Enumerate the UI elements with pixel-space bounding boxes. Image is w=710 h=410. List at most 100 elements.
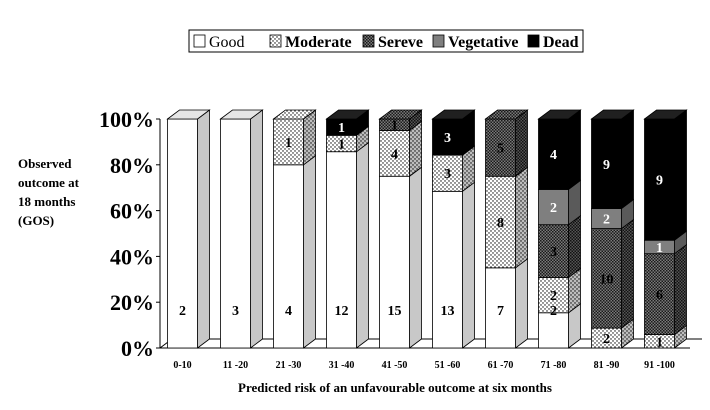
axes: 0% 20% 40% 60% 80% 100%: [99, 107, 702, 361]
bar-segment-label: 4: [550, 148, 557, 163]
bar-segment-label: 2: [550, 289, 557, 304]
bar-segment-side: [250, 109, 263, 349]
legend-swatch: [362, 34, 375, 48]
legend: Good Moderate Sereve Vegetative Dead: [188, 29, 584, 53]
bar-segment-side: [409, 120, 422, 178]
bar-segment: [432, 154, 463, 192]
y-tick-label: 40%: [110, 244, 154, 269]
bar-segment: [379, 130, 410, 177]
x-tick-label: 21 -30: [276, 360, 302, 371]
x-tick-label: 0-10: [173, 360, 191, 371]
bar-segment: [538, 277, 569, 314]
x-tick-label: 41 -50: [382, 360, 408, 371]
y-axis-label: Observed outcome at 18 months (GOS): [18, 156, 80, 228]
x-tick-label: 81 -90: [594, 360, 620, 371]
bar-top-face: [431, 109, 476, 120]
y-axis-label-line: 18 months: [18, 194, 75, 209]
x-tick-label: 91 -100: [644, 360, 675, 371]
bar-segment-label: 3: [550, 245, 557, 260]
bar-segment-side: [462, 181, 475, 349]
bar-top-face: [643, 109, 688, 120]
bar-segment-label: 1: [656, 241, 663, 256]
bar-segment-label: 15: [388, 304, 402, 319]
bar-segment: [432, 118, 463, 156]
bar-segment-label: 2: [550, 304, 557, 319]
bar-segment-side: [674, 243, 687, 336]
bar-segment-side: [515, 166, 528, 269]
bar-segment: [538, 312, 569, 349]
bar-segment-label: 1: [338, 121, 345, 136]
bar-top-face: [272, 109, 317, 120]
y-axis-label-line: (GOS): [18, 213, 54, 228]
bar-stack: 1 6 1 9 91 -100: [643, 109, 688, 371]
bar-segment-side: [621, 218, 634, 329]
bar-segment: [538, 118, 569, 190]
bar-stack: 2 10 2 9 81 -90: [590, 109, 635, 371]
bar-segment-label: 9: [603, 158, 610, 173]
bar-segment: [432, 190, 463, 349]
bar-segment-label: 8: [497, 216, 504, 231]
x-tick-label: 61 -70: [488, 360, 514, 371]
bar-top-face: [484, 109, 529, 120]
bar-segment-label: 1: [391, 119, 398, 134]
y-tick-label: 100%: [99, 107, 154, 132]
bar-top-face: [378, 109, 423, 120]
bar-segment-label: 6: [656, 288, 663, 303]
bar-segment: [326, 151, 357, 349]
x-axis-label: Predicted risk of an unfavourable outcom…: [238, 380, 552, 395]
legend-swatch: [269, 34, 282, 48]
legend-entry: Good: [209, 34, 245, 51]
bar-segment-label: 1: [285, 136, 292, 151]
bar-stack: 13 3 3 51 -60: [431, 109, 476, 371]
x-tick-label: 11 -20: [223, 360, 248, 371]
legend-swatch: [527, 34, 540, 48]
bar-segment-label: 9: [656, 174, 663, 189]
bar-segment: [273, 164, 304, 349]
x-tick-label: 31 -40: [329, 360, 355, 371]
bar-segment-label: 12: [335, 304, 349, 319]
bar-stack: 12 1 1 31 -40: [325, 109, 370, 371]
bar-segment: [485, 267, 516, 349]
bar-segment-label: 5: [497, 142, 504, 157]
bar-segment: [644, 118, 675, 241]
bar-stack: 4 1 21 -30: [272, 109, 317, 371]
bar-segment-label: 13: [441, 304, 455, 319]
bar-segment-label: 4: [285, 304, 292, 319]
bar-segment-side: [356, 141, 369, 349]
bar-stack: 2 0-10: [166, 109, 211, 371]
bar-segment: [273, 118, 304, 166]
bar-segment-label: 1: [656, 335, 663, 350]
bar-top-face: [590, 109, 635, 120]
legend-entry: Vegetative: [448, 34, 519, 51]
bar-segment-side: [303, 109, 316, 166]
bar-segment-label: 3: [444, 131, 451, 146]
y-tick-label: 80%: [110, 153, 154, 178]
legend-swatch: [432, 34, 445, 48]
bar-segment-side: [621, 109, 634, 210]
bar-segment-label: 3: [444, 167, 451, 182]
bar-segment-side: [568, 109, 581, 191]
y-tick-label: 20%: [110, 290, 154, 315]
bar-top-face: [219, 109, 264, 120]
bar-segment-label: 2: [603, 213, 610, 228]
bar-stack: 3 11 -20: [219, 109, 264, 371]
bar-top-face: [325, 109, 370, 120]
bar-segment: [167, 118, 198, 349]
bar-segment: [220, 118, 251, 349]
bar-segment-label: 2: [179, 304, 186, 319]
bar-segment-side: [303, 155, 316, 349]
y-axis-label-line: Observed: [18, 156, 72, 171]
y-tick-label: 60%: [110, 199, 154, 224]
bar-segment-side: [409, 166, 422, 349]
legend-entry: Moderate: [285, 34, 352, 51]
bar-segment-label: 3: [232, 304, 239, 319]
legend-entry: Dead: [543, 34, 579, 51]
bar-stack: 15 4 1 41 -50: [378, 109, 423, 371]
legend-box: [188, 29, 584, 53]
bar-segment-side: [568, 214, 581, 279]
bar-segment: [538, 224, 569, 278]
bar-segment-label: 7: [497, 304, 504, 319]
bar-segment-side: [197, 109, 210, 349]
